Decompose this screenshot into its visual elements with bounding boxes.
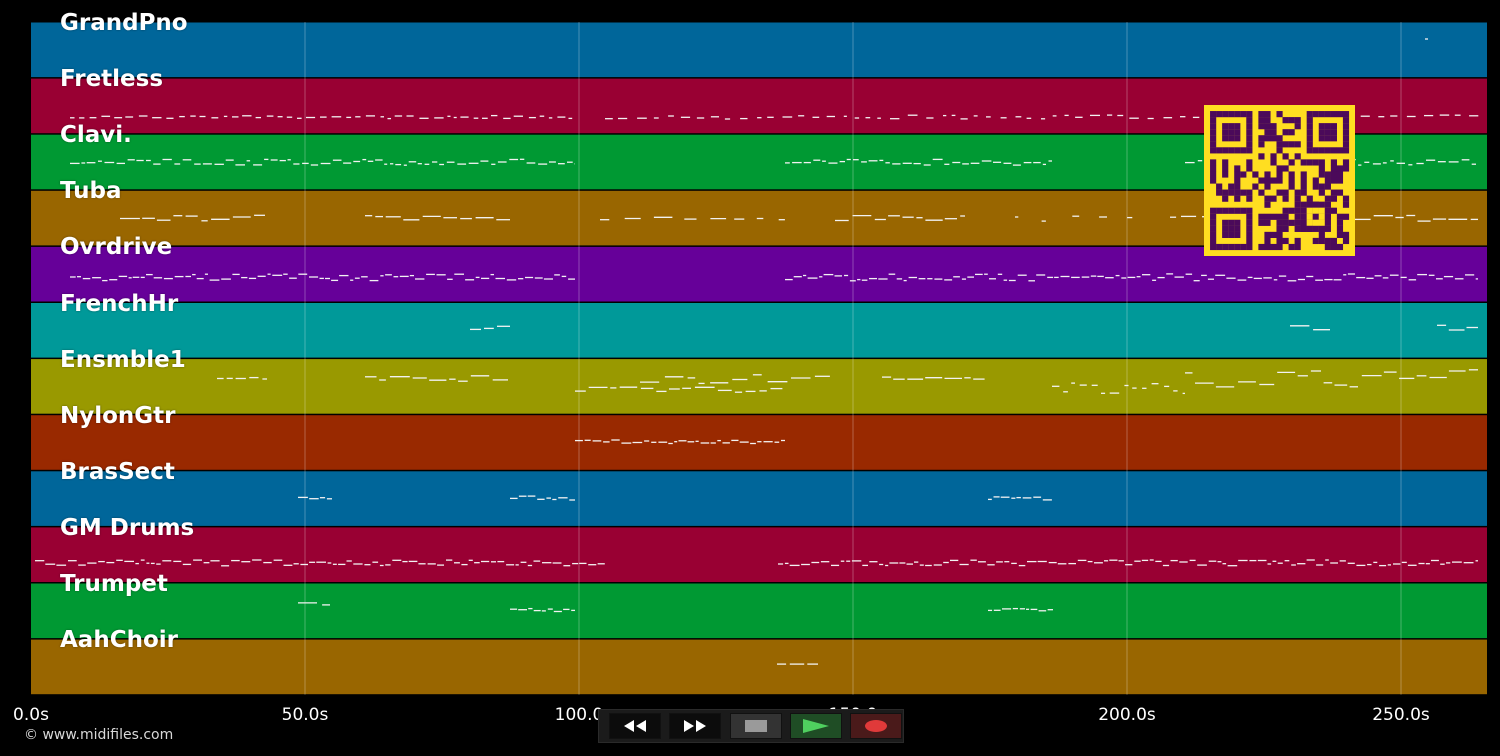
fast-forward-icon (684, 720, 706, 732)
track-label: BrasSect (60, 458, 175, 485)
track-label: NylonGtr (60, 402, 176, 429)
record-button[interactable] (850, 713, 902, 739)
track-lane-11[interactable] (31, 639, 1487, 695)
copyright-text: © www.midifiles.com (24, 727, 174, 743)
track-label: Fretless (60, 66, 164, 93)
time-tick-label: 50.0s (281, 705, 329, 725)
qr-code-icon (1204, 105, 1355, 256)
time-tick-label: 0.0s (13, 705, 49, 725)
play-button[interactable] (790, 713, 842, 739)
track-lane-8[interactable] (31, 471, 1487, 526)
track-lane-10[interactable] (31, 583, 1487, 639)
track-label: Ovrdrive (60, 234, 173, 261)
track-lane-7[interactable] (31, 415, 1487, 470)
stop-icon (745, 720, 767, 732)
track-lane-5[interactable] (31, 303, 1487, 358)
track-label: AahChoir (60, 627, 178, 654)
track-label: Clavi. (60, 122, 132, 149)
play-icon (803, 719, 829, 733)
rewind-icon (624, 720, 646, 732)
fast-forward-button[interactable] (669, 713, 721, 739)
transport-controls (598, 709, 904, 743)
track-lane-4[interactable] (31, 246, 1487, 302)
track-lane-9[interactable] (31, 527, 1487, 582)
track-lane-0[interactable] (31, 22, 1487, 78)
time-tick-label: 200.0s (1098, 705, 1156, 725)
track-label: GM Drums (60, 514, 195, 541)
track-lane-6[interactable] (31, 359, 1487, 414)
rewind-button[interactable] (609, 713, 661, 739)
time-tick-label: 250.0s (1372, 705, 1430, 725)
track-label: GrandPno (60, 10, 188, 36)
track-label: FrenchHr (60, 290, 179, 317)
stop-button[interactable] (730, 713, 782, 739)
track-label: Ensmble1 (60, 346, 186, 373)
time-tick-label: 100.0 (554, 705, 604, 725)
track-label: Tuba (60, 178, 122, 205)
track-label: Trumpet (60, 571, 168, 597)
record-icon (865, 720, 887, 732)
